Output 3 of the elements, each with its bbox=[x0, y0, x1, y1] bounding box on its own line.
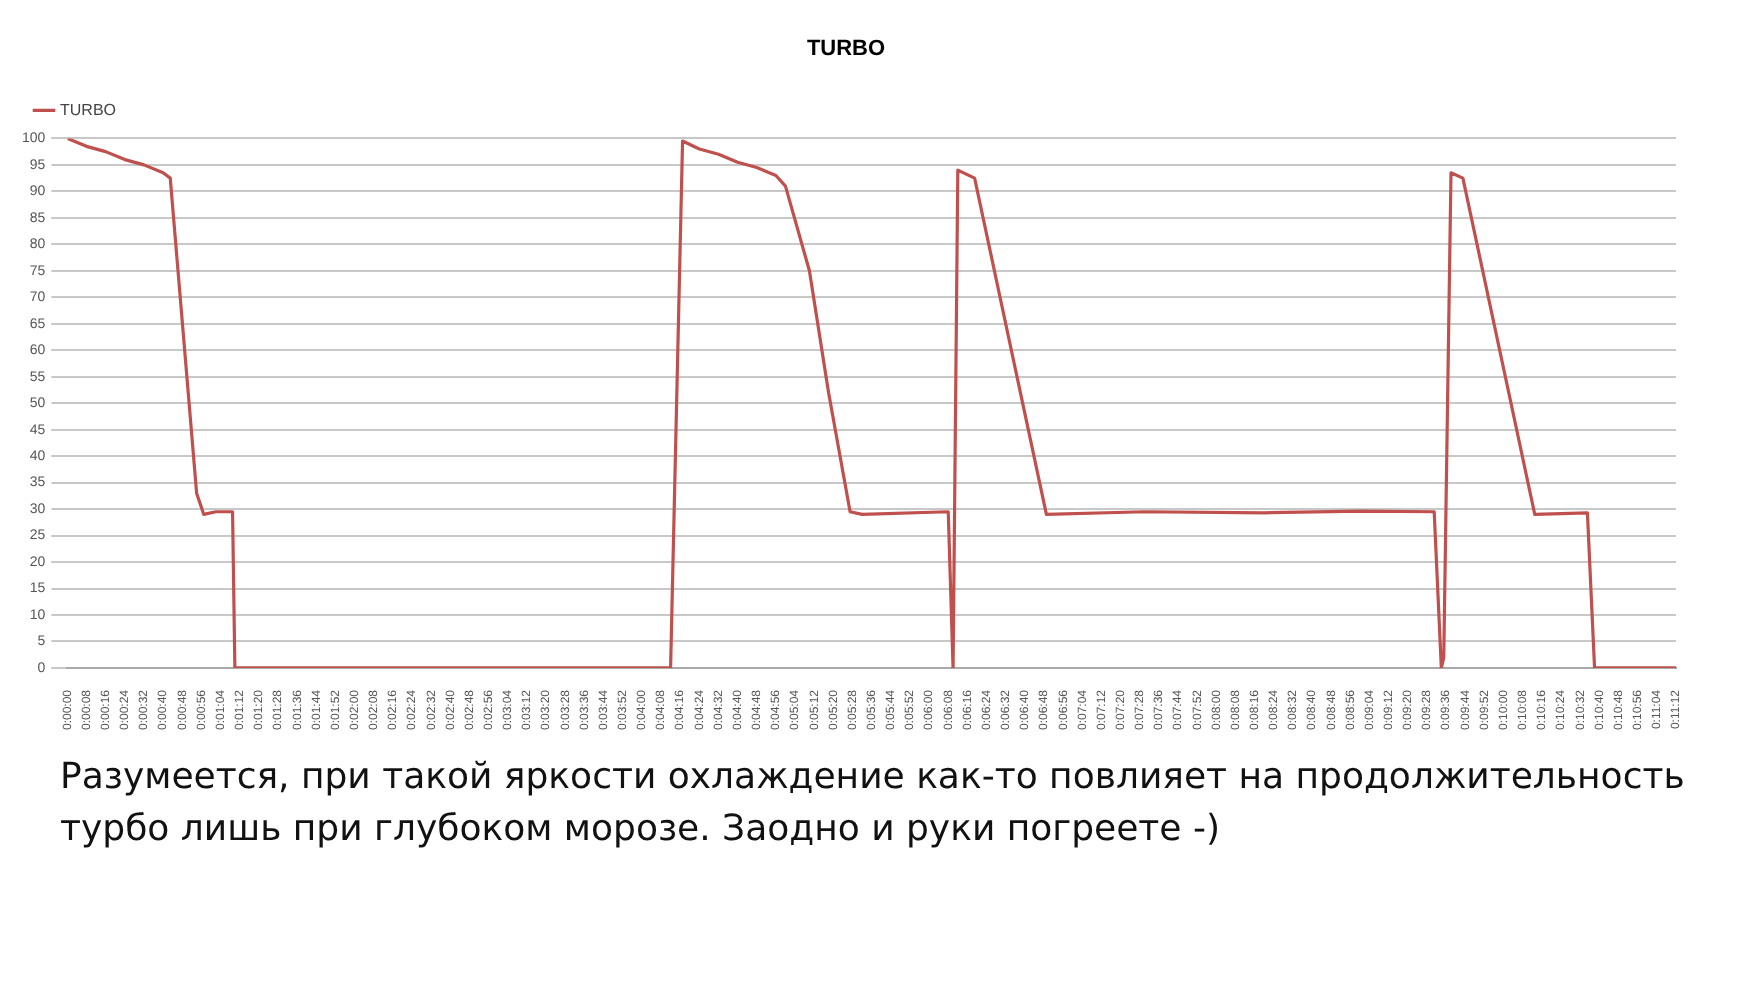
legend-label: TURBO bbox=[60, 100, 116, 119]
chart-title: TURBO bbox=[806, 37, 886, 62]
text: Разумеется, при такой яркости охлаждение как-то повлияет на продолжительность турбо лишь при глубоком морозе. Заодно и руки погреете -) bbox=[60, 754, 1687, 854]
